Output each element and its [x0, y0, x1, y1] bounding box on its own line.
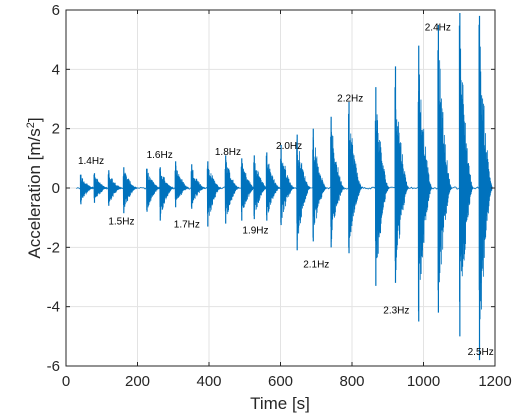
y-tick-label: 0	[52, 180, 60, 197]
signal-burst	[280, 150, 295, 223]
frequency-label: 2.1Hz	[303, 260, 329, 271]
frequency-label: 1.9Hz	[242, 226, 268, 237]
signal-burst	[174, 164, 189, 201]
frequency-label: 2.5Hz	[468, 347, 494, 358]
axis-ticks: 0 200 400 600 800 1000 1200 -6 -4 -2 0 2 4 6	[47, 2, 512, 390]
frequency-label: 2.2Hz	[337, 94, 363, 105]
signal-burst	[93, 174, 108, 199]
y-axis-label: Acceleration [m/s2]	[25, 117, 44, 258]
signal-burst	[190, 169, 206, 207]
signal-burst	[159, 168, 174, 218]
signal-burst	[253, 162, 268, 216]
frequency-label: 2.3Hz	[383, 306, 409, 317]
signal-burst	[265, 155, 281, 216]
frequency-label: 1.4Hz	[78, 156, 104, 167]
signal-burst	[417, 74, 433, 312]
x-tick-label: 0	[62, 373, 70, 390]
frequency-label: 2.4Hz	[425, 22, 451, 33]
signal-burst	[107, 172, 123, 204]
y-tick-label: 6	[52, 2, 60, 19]
signal-burst	[79, 174, 95, 203]
signal-burst	[330, 120, 345, 242]
y-axis-label-tail: ]	[25, 117, 44, 122]
frequency-label: 1.6Hz	[147, 150, 173, 161]
x-tick-label: 1000	[407, 373, 440, 390]
frequency-label: 1.7Hz	[174, 220, 200, 231]
y-axis-label-superscript: 2	[25, 122, 37, 128]
x-tick-label: 400	[196, 373, 221, 390]
signal-burst	[240, 163, 256, 213]
y-tick-label: -2	[47, 239, 60, 256]
y-tick-label: -6	[47, 358, 60, 375]
frequency-label: 1.8Hz	[215, 147, 241, 158]
x-tick-label: 1200	[478, 373, 511, 390]
signal-burst	[296, 139, 311, 241]
frequency-label: 1.5Hz	[108, 217, 134, 228]
x-tick-label: 200	[125, 373, 150, 390]
y-tick-label: 4	[52, 61, 60, 78]
signal-burst	[374, 114, 390, 259]
x-axis-label: Time [s]	[250, 394, 310, 413]
signal-burst	[312, 137, 327, 238]
y-tick-label: 2	[52, 121, 60, 138]
signal-series	[76, 12, 494, 361]
frequency-annotations: 1.4Hz 1.5Hz 1.6Hz 1.7Hz 1.8Hz 1.9Hz 2.0Hz 2.1Hz…	[78, 22, 494, 358]
x-tick-label: 600	[268, 373, 293, 390]
signal-burst	[224, 160, 240, 215]
signal-burst	[394, 87, 410, 271]
signal-burst	[348, 113, 363, 248]
x-tick-label: 800	[339, 373, 364, 390]
y-tick-label: -4	[47, 299, 60, 316]
signal-burst	[122, 172, 138, 210]
signal-burst	[437, 50, 452, 291]
signal-burst	[458, 25, 474, 302]
signal-burst	[206, 165, 222, 216]
y-axis-label-main: Acceleration [m/s	[25, 128, 44, 258]
signal-burst	[478, 24, 494, 320]
signal-burst	[146, 168, 161, 211]
frequency-label: 2.0Hz	[276, 141, 302, 152]
